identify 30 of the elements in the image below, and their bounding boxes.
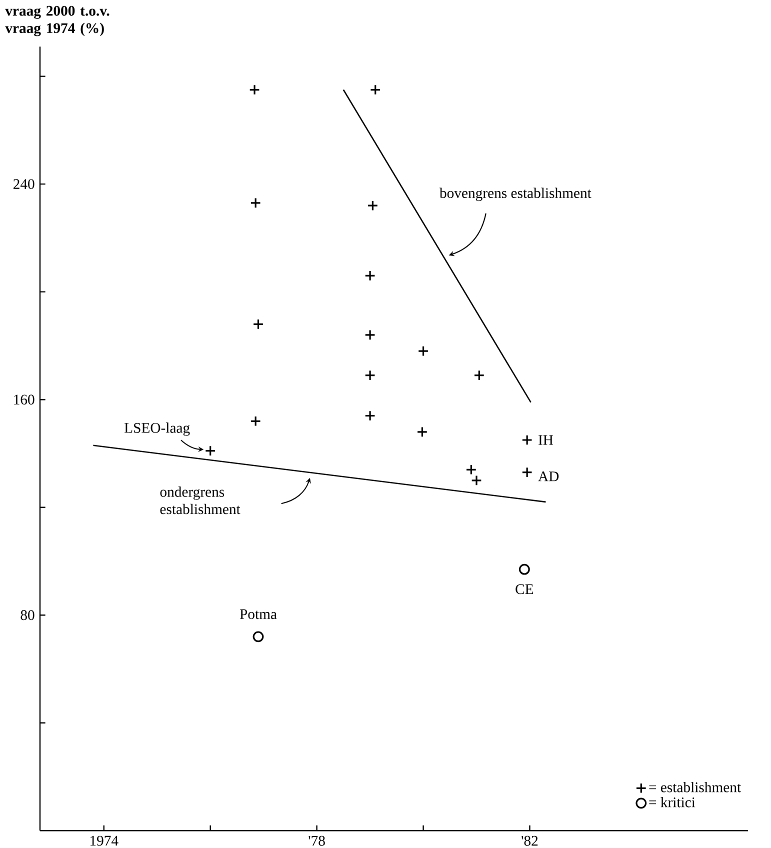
annotation: Potma [240,609,277,620]
annotation: AD [538,471,559,482]
point [519,564,530,575]
x-tick-label: 1974 [90,836,118,846]
point [250,416,262,427]
point [364,329,376,340]
x-tick-label: '82 [522,836,538,846]
point [249,84,260,96]
x-tick-label: '78 [308,836,326,846]
point [250,197,262,208]
point [471,474,482,486]
point [416,426,428,438]
y-axis-title: vraag 2000 t.o.v. vraag 1974 (%) [5,6,110,36]
annotation: LSEO-laag [124,422,190,436]
y-tick-label: 160 [14,394,34,405]
point [364,270,376,282]
annotation: bovengrens establishment [440,188,592,202]
legend-label: = kritici [649,797,696,808]
point [252,631,264,642]
point [364,370,376,381]
annotation: IH [538,435,554,445]
point [252,318,264,330]
annotation: ondergrens establishment [160,486,240,514]
point [522,434,533,446]
y-tick-label: 80 [20,610,34,620]
legend-label: = establishment [649,782,742,792]
annotation: CE [516,584,534,594]
point [418,346,429,357]
y-tick-label: 240 [14,179,34,190]
point [522,466,533,478]
